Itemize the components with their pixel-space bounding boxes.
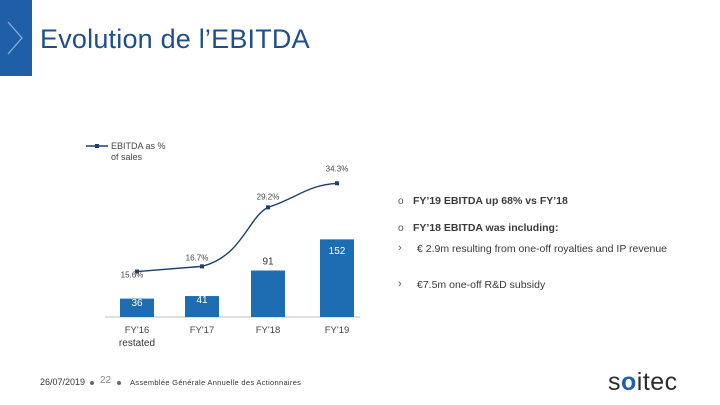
logo-text-end: itec (636, 368, 678, 396)
legend-label-cont: of sales (111, 152, 143, 162)
x-tick-label: FY'17 (190, 325, 215, 336)
page-number: 22 (100, 375, 112, 386)
page-title: Evolution de l’EBITDA (40, 24, 310, 54)
bar-FY'16 (120, 298, 154, 317)
sub-bullet-royalties: › € 2.9m resulting from one-off royaltie… (398, 242, 688, 256)
line-value-label: 16.7% (186, 253, 209, 262)
line-ebitda-pct-sales (136, 182, 338, 273)
bar-value-label: 36 (131, 298, 143, 309)
bar-value-label: 91 (262, 256, 274, 267)
legend-label: EBITDA as % (111, 141, 166, 151)
title-accent-bar (0, 0, 32, 76)
sub-bullet-marker: › (398, 242, 402, 254)
footer-separator-dot (117, 381, 121, 385)
line-point-FY'19 (335, 181, 339, 186)
bullet-text: FY’18 EBITDA was including: (413, 222, 559, 234)
bullet-ebitda-including: o FY’18 EBITDA was including: (398, 222, 558, 234)
line-point-FY'16 (135, 269, 139, 274)
chevron-icon (7, 21, 23, 55)
bar-FY'19 (320, 239, 354, 317)
bullet-marker: o (398, 223, 404, 234)
logo-text-start: s (608, 368, 621, 396)
footer-separator-dot (90, 381, 94, 385)
bar-value-label: 41 (196, 295, 208, 306)
x-tick-label: FY'16 (125, 325, 150, 336)
legend-marker (95, 144, 99, 148)
bullet-ebitda-up: o FY’19 EBITDA up 68% vs FY’18 (398, 195, 568, 207)
x-tick-label: FY'19 (325, 325, 350, 336)
sub-bullet-text: €7.5m one-off R&D subsidy (417, 279, 546, 291)
line-point-FY'18 (266, 205, 270, 210)
bar-FY'17 (185, 296, 219, 317)
line-value-label: 34.3% (326, 164, 349, 173)
line-value-label: 15.6% (121, 271, 144, 280)
bar-value-label: 152 (329, 246, 346, 257)
sub-bullet-marker: › (398, 278, 402, 290)
sub-bullet-subsidy: › €7.5m one-off R&D subsidy (398, 278, 688, 292)
bullet-marker: o (398, 196, 404, 207)
logo-o: o (621, 368, 637, 396)
x-tick-label: FY'18 (256, 325, 281, 336)
line-value-label: 29.2% (257, 192, 280, 201)
sub-bullet-text: € 2.9m resulting from one-off royalties … (417, 243, 668, 255)
footer-event-name: Assemblée Générale Annuelle des Actionna… (130, 378, 302, 387)
line-point-FY'17 (200, 264, 204, 269)
x-tick-sublabel: restated (119, 338, 155, 349)
soitec-logo: soitec (608, 368, 678, 397)
footer-date: 26/07/2019 (40, 377, 86, 387)
bullet-text: FY’19 EBITDA up 68% vs FY’18 (413, 195, 568, 207)
bar-FY'18 (251, 270, 285, 317)
